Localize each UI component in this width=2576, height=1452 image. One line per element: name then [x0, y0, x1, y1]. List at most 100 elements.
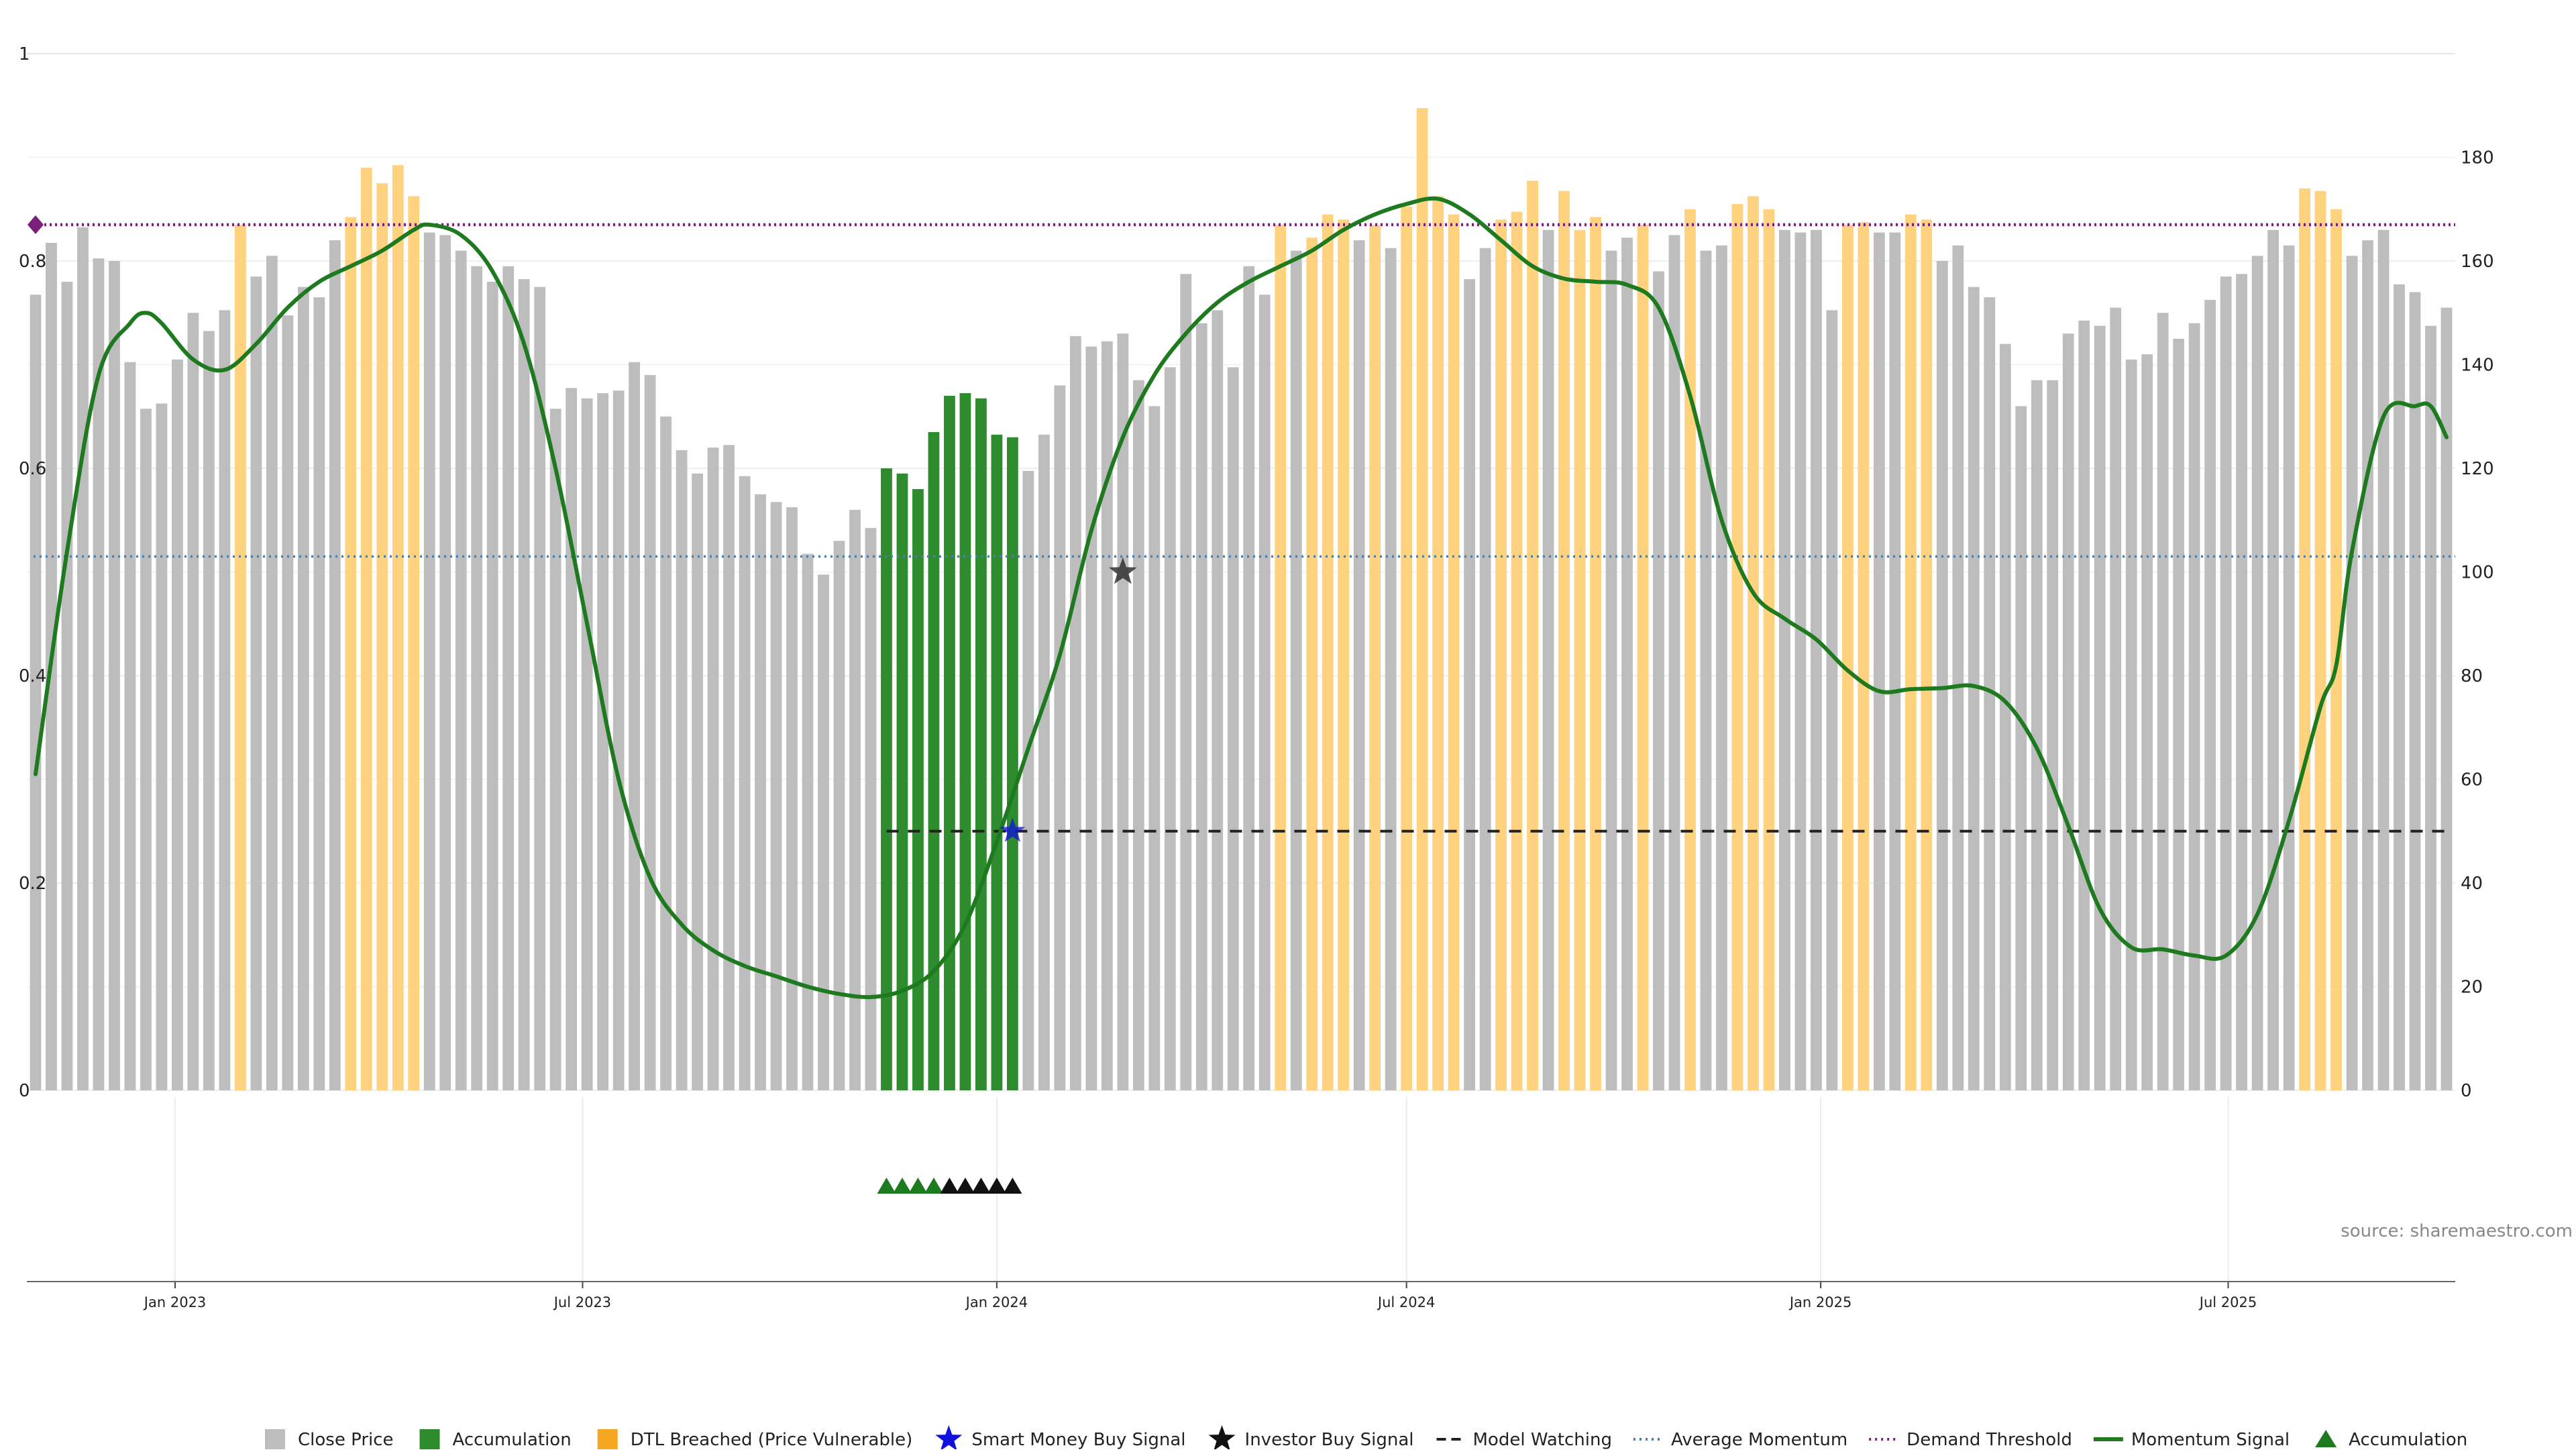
- dtl-bar: [1763, 209, 1775, 1090]
- price-bar: [2346, 256, 2358, 1090]
- dtl-bar: [1748, 196, 1759, 1090]
- accumulation-triangle-marker: [987, 1178, 1006, 1194]
- price-bar: [455, 250, 467, 1090]
- price-bar: [1716, 245, 1727, 1091]
- price-bar: [2031, 380, 2043, 1090]
- dtl-bar: [1684, 209, 1696, 1090]
- price-bar: [2251, 256, 2263, 1090]
- price-bar: [423, 232, 435, 1091]
- dtl-bar: [1841, 224, 1854, 1090]
- x-tick-label: Jul 2023: [553, 1294, 611, 1310]
- price-bar: [1542, 229, 1554, 1090]
- accumulation-triangle-marker: [1003, 1178, 1022, 1194]
- accumulation-triangle-marker: [892, 1178, 912, 1194]
- price-bar: [1101, 341, 1113, 1090]
- price-bar: [1984, 297, 1996, 1091]
- dtl-bar: [360, 167, 372, 1091]
- price-bar: [802, 554, 814, 1090]
- legend-swatch-square: [597, 1429, 618, 1449]
- price-bar: [2236, 274, 2248, 1090]
- price-bar: [1605, 250, 1617, 1090]
- investor-buy-signal-star: [1108, 557, 1137, 584]
- left-tick-label: 0.6: [19, 459, 46, 479]
- price-bar: [2220, 276, 2232, 1090]
- x-tick-label: Jul 2025: [2198, 1294, 2257, 1310]
- accumulation-bar: [944, 395, 955, 1090]
- legend-item: Investor Buy Signal: [1208, 1425, 1414, 1451]
- price-bar: [549, 409, 561, 1090]
- price-bar: [439, 235, 451, 1090]
- price-bar: [644, 374, 656, 1091]
- price-bar: [1069, 336, 1081, 1091]
- price-bar: [1258, 295, 1271, 1090]
- smart-money-buy-signal-star: [1000, 817, 1026, 842]
- price-bar: [566, 388, 578, 1091]
- price-bar: [1826, 310, 1838, 1091]
- source-label: source: sharemaestro.com: [2341, 1221, 2573, 1241]
- right-tick-label: 20: [2461, 978, 2483, 998]
- legend-item: Demand Threshold: [1869, 1430, 2072, 1450]
- price-bar: [2094, 325, 2106, 1090]
- price-bar: [849, 509, 861, 1090]
- dtl-bar: [1558, 191, 1570, 1090]
- dtl-bar: [1527, 180, 1538, 1091]
- left-tick-label: 0.4: [19, 666, 46, 686]
- dtl-bar: [2314, 191, 2326, 1090]
- accumulation-bar: [928, 431, 940, 1090]
- price-bar: [2362, 240, 2373, 1091]
- price-bar: [739, 476, 751, 1090]
- price-bar: [1148, 406, 1161, 1090]
- price-bar: [660, 416, 672, 1090]
- demand-threshold-marker: [28, 215, 44, 234]
- price-bar: [755, 494, 766, 1090]
- legend-item: Close Price: [265, 1429, 394, 1450]
- accumulation-bar: [991, 434, 1003, 1090]
- legend: Close Price Accumulation DTL Breached (Pri…: [265, 1425, 2467, 1451]
- dtl-bar: [1338, 219, 1350, 1091]
- price-bar: [1779, 229, 1790, 1090]
- price-bar: [1873, 232, 1885, 1091]
- dtl-bar: [1637, 224, 1649, 1090]
- dtl-bar: [1306, 238, 1318, 1090]
- price-bar: [2425, 325, 2436, 1090]
- price-bar: [597, 393, 609, 1090]
- left-tick-label: 0.8: [19, 252, 46, 272]
- price-bar: [1700, 250, 1712, 1090]
- left-tick-label: 0: [19, 1081, 30, 1101]
- price-bar: [707, 448, 719, 1090]
- legend-item: Accumulation: [2315, 1430, 2467, 1450]
- dtl-bar: [1904, 214, 1917, 1091]
- price-bar: [865, 527, 877, 1090]
- legend-item: Momentum Signal: [2093, 1430, 2290, 1450]
- price-bar: [1054, 385, 1066, 1090]
- dtl-bar: [1448, 214, 1460, 1091]
- x-tick-label: Jan 2025: [1788, 1294, 1852, 1310]
- accumulation-bar: [896, 473, 908, 1090]
- axes-layer: 0 0.2 0.4 0.6 0.8 1 0 20 40 60 80 100 120 140 160 180 Ja…: [19, 44, 2494, 1310]
- x-tick-label: Jan 2023: [143, 1294, 207, 1310]
- right-tick-label: 0: [2461, 1081, 2472, 1101]
- price-bar: [77, 227, 89, 1091]
- price-bar: [1180, 274, 1192, 1090]
- price-bar: [219, 310, 231, 1091]
- accumulation-bar: [959, 393, 971, 1090]
- left-tick-label: 0.2: [19, 874, 46, 894]
- price-bar: [2394, 284, 2405, 1091]
- right-tick-label: 140: [2461, 356, 2494, 376]
- dtl-bar: [1921, 219, 1933, 1091]
- dtl-bar: [234, 224, 246, 1090]
- dtl-bar: [1275, 224, 1287, 1090]
- legend-label: Momentum Signal: [2131, 1430, 2290, 1449]
- price-bar: [1085, 346, 1097, 1090]
- legend-item: Accumulation: [419, 1429, 572, 1450]
- markers-layer: [28, 215, 1137, 842]
- price-bar: [818, 574, 829, 1090]
- legend-label: Investor Buy Signal: [1245, 1430, 1414, 1449]
- price-bar: [1464, 279, 1475, 1091]
- legend-label: Close Price: [298, 1430, 394, 1449]
- dtl-bar: [1590, 217, 1601, 1090]
- price-bar: [1889, 232, 1901, 1091]
- right-tick-label: 120: [2461, 459, 2494, 479]
- price-bar: [203, 331, 215, 1091]
